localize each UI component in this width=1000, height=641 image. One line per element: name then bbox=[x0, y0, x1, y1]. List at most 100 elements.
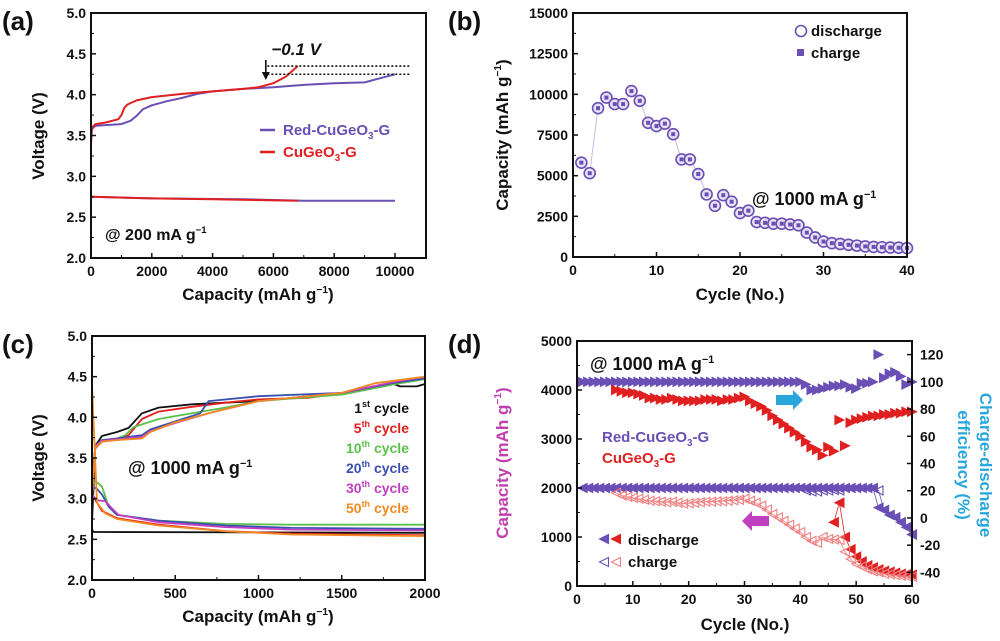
label-span: Capacity (mAh g bbox=[493, 405, 512, 539]
y-tick-label: 0 bbox=[564, 578, 572, 594]
data-marker bbox=[872, 485, 884, 496]
label-span: -G bbox=[692, 429, 709, 446]
data-marker bbox=[772, 512, 784, 523]
data-marker bbox=[683, 395, 695, 407]
data-marker bbox=[649, 495, 661, 507]
data-marker bbox=[583, 376, 594, 388]
data-marker bbox=[717, 376, 728, 388]
data-marker bbox=[644, 376, 656, 388]
charge-point bbox=[704, 192, 709, 197]
x-tick-label: 20 bbox=[732, 262, 748, 278]
data-marker bbox=[621, 491, 633, 503]
label-span: Red-CuGeO bbox=[602, 429, 687, 446]
label-span: − bbox=[316, 607, 322, 618]
data-marker bbox=[650, 376, 661, 388]
data-marker bbox=[672, 376, 684, 388]
data-marker bbox=[862, 411, 874, 423]
data-marker bbox=[845, 381, 857, 393]
data-marker bbox=[833, 497, 845, 509]
label-span: − bbox=[864, 189, 870, 201]
y-tick-label: 4.0 bbox=[68, 409, 88, 425]
label-span: -G bbox=[659, 450, 676, 467]
data-marker bbox=[895, 570, 906, 582]
y-tick-label: 3.5 bbox=[68, 450, 88, 466]
y2-axis-title-line1: Charge-discharge bbox=[976, 393, 995, 538]
charge-point bbox=[838, 241, 843, 246]
panel-label: (d) bbox=[448, 329, 481, 359]
y-tick-label: 15000 bbox=[529, 5, 568, 21]
data-marker bbox=[761, 405, 773, 416]
rate-annotation: @ 1000 mA g−1 bbox=[590, 354, 714, 374]
charge-point bbox=[896, 245, 901, 250]
data-marker bbox=[722, 495, 733, 507]
cycle-word: cycle bbox=[370, 460, 409, 476]
y-axis-title: Voltage (V) bbox=[29, 92, 48, 180]
y-tick-label: 2.0 bbox=[68, 572, 88, 588]
data-marker bbox=[755, 500, 767, 512]
charge-point bbox=[846, 242, 851, 247]
legend-label: discharge bbox=[628, 532, 699, 549]
charge-point bbox=[629, 89, 634, 94]
data-marker bbox=[867, 565, 878, 577]
y-tick-label: 100 bbox=[920, 374, 944, 390]
data-marker bbox=[828, 516, 839, 528]
connecting-line bbox=[581, 90, 908, 249]
data-marker bbox=[733, 376, 745, 388]
charge-point bbox=[746, 208, 751, 213]
data-marker bbox=[778, 376, 790, 388]
label-span: 1 bbox=[493, 65, 504, 71]
data-marker bbox=[700, 394, 712, 405]
data-marker bbox=[638, 494, 650, 506]
charge-point bbox=[612, 102, 617, 107]
charge-point bbox=[721, 193, 726, 198]
y2-axis-title-line2: efficiency (%) bbox=[954, 410, 973, 520]
y-tick-label: 40 bbox=[920, 456, 936, 472]
data-marker bbox=[822, 485, 834, 496]
cycle-word: cycle bbox=[370, 480, 409, 496]
y-tick-label: 5000 bbox=[541, 333, 572, 349]
charge-point bbox=[829, 241, 834, 246]
data-marker bbox=[766, 508, 778, 520]
label-span: CuGeO bbox=[283, 144, 335, 161]
legend-marker bbox=[598, 533, 610, 545]
cycle-word: cycle bbox=[370, 420, 409, 436]
data-marker bbox=[694, 376, 706, 388]
cycle-word: cycle bbox=[370, 500, 409, 516]
data-marker bbox=[873, 349, 885, 361]
data-marker bbox=[711, 394, 723, 405]
x-tick-label: 10 bbox=[625, 591, 641, 607]
x-axis-title: Capacity (mAh g−1) bbox=[182, 285, 333, 304]
data-marker bbox=[806, 384, 818, 396]
label-span: 1 bbox=[201, 225, 207, 236]
label-span: 1 bbox=[246, 458, 252, 470]
label-span: 3 bbox=[654, 459, 660, 470]
data-marker bbox=[867, 410, 879, 422]
data-marker bbox=[851, 383, 862, 395]
legend-marker bbox=[598, 556, 610, 568]
x-axis-title: Cycle (No.) bbox=[701, 615, 790, 634]
charge-point bbox=[888, 245, 893, 250]
charge-point bbox=[754, 220, 759, 225]
data-marker bbox=[851, 414, 862, 426]
label-span: 1 bbox=[322, 285, 328, 296]
legend-label: 1st cycle bbox=[354, 399, 409, 416]
data-marker bbox=[633, 388, 645, 400]
series-line bbox=[90, 195, 298, 202]
label-span: @ 1000 mA g bbox=[590, 354, 702, 374]
y-tick-label: 3.0 bbox=[67, 168, 87, 184]
data-marker bbox=[844, 553, 856, 565]
charge-point bbox=[788, 222, 793, 227]
data-marker bbox=[794, 526, 806, 538]
data-marker bbox=[767, 410, 779, 422]
y-tick-label: 3.0 bbox=[68, 491, 88, 507]
y-tick-label: 3000 bbox=[541, 431, 572, 447]
data-marker bbox=[594, 376, 606, 388]
charge-point bbox=[646, 120, 651, 125]
y-tick-label: 12500 bbox=[529, 46, 568, 62]
data-marker bbox=[878, 568, 890, 580]
data-marker bbox=[784, 422, 795, 434]
data-marker bbox=[666, 496, 677, 508]
legend-label: 10th cycle bbox=[346, 439, 409, 456]
charge-point bbox=[804, 230, 809, 235]
ordinal-suffix: th bbox=[362, 499, 371, 509]
